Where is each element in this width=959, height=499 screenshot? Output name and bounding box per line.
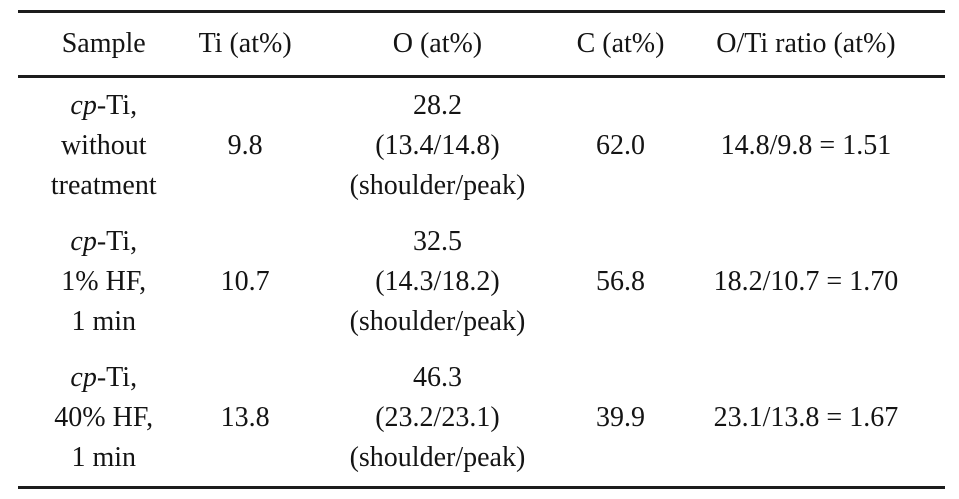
o-total-value: 28.2: [412, 90, 462, 121]
c-value-cell: 62.0: [596, 130, 646, 161]
header-o-ti-ratio: O/Ti ratio (at%): [666, 11, 945, 78]
header-sample: Sample: [18, 11, 190, 78]
header-ti: Ti (at%): [189, 11, 301, 78]
ti-value-cell: 10.7: [220, 266, 270, 297]
sample-name-rest: -Ti,: [96, 90, 138, 121]
o-value-cell: 32.5 (14.3/18.2) (shoulder/peak): [301, 214, 574, 350]
sample-cell: cp-Ti, 1% HF, 1 min: [18, 214, 189, 350]
ti-value-cell: 9.8: [227, 130, 263, 161]
sample-treatment-line: without: [60, 130, 147, 161]
composition-table: Sample Ti (at%) O (at%) C (at%) O/Ti rat…: [18, 10, 945, 489]
sample-cp-italic: cp: [70, 362, 97, 393]
sample-duration-line: 1 min: [71, 442, 137, 473]
o-shoulder-peak-values: (13.4/14.8): [375, 130, 500, 161]
sample-treatment-line: 1% HF,: [61, 266, 147, 297]
o-total-value: 46.3: [412, 362, 462, 393]
sample-name-line: cp-Ti,: [18, 358, 189, 398]
o-shoulder-peak-values: (23.2/23.1): [375, 402, 500, 433]
sample-cp-italic: cp: [70, 90, 97, 121]
ti-value-cell: 13.8: [220, 402, 270, 433]
sample-cell: cp-Ti, without treatment: [18, 77, 189, 215]
table-header: Sample Ti (at%) O (at%) C (at%) O/Ti rat…: [18, 11, 945, 78]
o-shoulder-peak-label: (shoulder/peak): [349, 442, 526, 473]
header-row: Sample Ti (at%) O (at%) C (at%) O/Ti rat…: [18, 11, 945, 78]
sample-name-line: cp-Ti,: [18, 86, 189, 126]
o-shoulder-peak-values: (14.3/18.2): [375, 266, 500, 297]
sample-cp-italic: cp: [70, 226, 97, 257]
sample-name-rest: -Ti,: [96, 362, 138, 393]
sample-duration-line: 1 min: [71, 306, 137, 337]
c-value-cell: 39.9: [596, 402, 646, 433]
composition-table-container: Sample Ti (at%) O (at%) C (at%) O/Ti rat…: [18, 10, 945, 489]
header-c: C (at%): [574, 11, 667, 78]
o-value-cell: 28.2 (13.4/14.8) (shoulder/peak): [301, 77, 574, 215]
table-row: cp-Ti, 1% HF, 1 min 10.7 32.5 (14.3/18.2…: [18, 214, 945, 350]
sample-duration-line: treatment: [50, 170, 157, 201]
sample-cell: cp-Ti, 40% HF, 1 min: [18, 350, 189, 488]
table-row: cp-Ti, without treatment 9.8 28.2 (13.4/…: [18, 77, 945, 215]
c-value-cell: 56.8: [596, 266, 646, 297]
sample-name-line: cp-Ti,: [18, 222, 189, 262]
sample-name-rest: -Ti,: [96, 226, 138, 257]
o-value-cell: 46.3 (23.2/23.1) (shoulder/peak): [301, 350, 574, 488]
table-row: cp-Ti, 40% HF, 1 min 13.8 46.3 (23.2/23.…: [18, 350, 945, 488]
table-body: cp-Ti, without treatment 9.8 28.2 (13.4/…: [18, 77, 945, 488]
o-total-value: 32.5: [412, 226, 462, 257]
header-o: O (at%): [300, 11, 575, 78]
o-shoulder-peak-label: (shoulder/peak): [349, 170, 526, 201]
o-ti-ratio-cell: 23.1/13.8 = 1.67: [713, 402, 899, 433]
o-shoulder-peak-label: (shoulder/peak): [349, 306, 526, 337]
o-ti-ratio-cell: 14.8/9.8 = 1.51: [720, 130, 892, 161]
o-ti-ratio-cell: 18.2/10.7 = 1.70: [713, 266, 899, 297]
sample-treatment-line: 40% HF,: [54, 402, 154, 433]
